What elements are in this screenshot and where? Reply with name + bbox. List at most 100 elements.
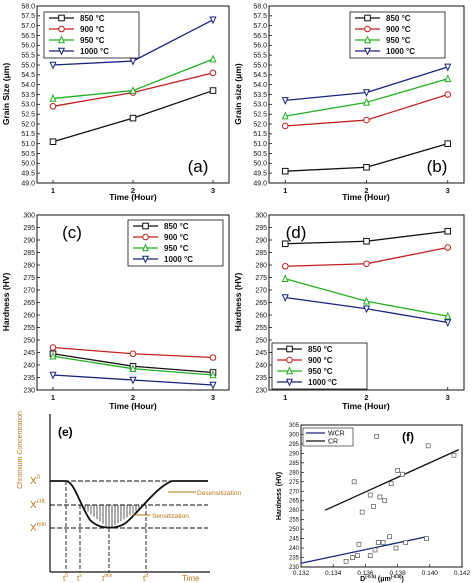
data-point [129, 86, 137, 94]
legend-swatch-marker [141, 243, 150, 252]
legend-label: 950 °C [386, 36, 411, 45]
y-tick-label: 55.5 [21, 52, 35, 59]
y-tick-label: 285 [23, 250, 35, 257]
y-tick-label: 54.0 [253, 82, 267, 89]
panel-d: 230 235 240 245 250 255 260 265 270 275 280 285 290 2… [233, 212, 465, 411]
data-point [281, 294, 289, 302]
panel-d-grid-ticks: 230 235 240 245 250 255 260 265 270 275 280 285 290 2… [255, 212, 450, 402]
y-tick-label: 290 [289, 451, 300, 457]
desensitization-label: Desensitization [197, 490, 241, 497]
y-tick-label: 240 [23, 362, 35, 369]
x0-label: X0 [30, 475, 41, 487]
data-point [362, 296, 371, 305]
legend-label: 950 °C [80, 36, 105, 45]
panel-d-ylabel: Hardness (HV) [233, 273, 243, 332]
y-tick-label: 230 [23, 387, 35, 394]
y-tick-label: 50.0 [253, 161, 267, 168]
data-point [209, 354, 217, 361]
y-tick-label: 53.0 [21, 102, 35, 109]
legend-label: 1000 °C [386, 47, 415, 56]
data-point [209, 16, 217, 25]
scatter-point [424, 536, 429, 541]
y-tick-label: 300 [23, 212, 35, 219]
panel-f: 230 235 240 245 250 255 260 265 270 275 280 285 290 2… [276, 423, 471, 583]
panel-b-legend: 850 °C 900 °C 950 °C 1000 °C [349, 11, 446, 59]
y-tick-label: 55.0 [253, 62, 267, 69]
legend-label: 1000 °C [80, 47, 109, 56]
data-point [444, 91, 452, 98]
sensitization-label: Sensitization [152, 513, 189, 520]
x-tick-label: 2 [364, 393, 368, 402]
y-tick-label: 290 [255, 237, 267, 244]
x-tick-label: 0.134 [325, 570, 342, 577]
x-tick-label: 3 [211, 186, 215, 195]
data-point [209, 381, 217, 390]
data-point [363, 163, 370, 171]
y-tick-label: 275 [255, 275, 267, 282]
y-tick-label: 53.5 [21, 92, 35, 99]
panel-f-series [300, 434, 460, 564]
scatter-point [356, 541, 362, 547]
data-point [281, 111, 289, 120]
scatter-point [382, 498, 388, 504]
x-tick-label: 1 [283, 393, 287, 402]
data-point [209, 87, 217, 94]
sensitization-hatch [81, 505, 146, 529]
data-point [444, 63, 452, 72]
panel-b-ylabel: Grain size (μm) [233, 63, 243, 125]
x-tick-label: 3 [446, 393, 450, 402]
panel-c: 230 235 240 245 250 255 260 265 270 275 280 285 290 2… [1, 212, 230, 411]
y-tick-label: 280 [23, 262, 35, 269]
panel-b: 49.0 49.5 50.0 50.5 51.0 51.5 52.0 52.5 53.0 53.5… [233, 3, 465, 202]
y-tick-label: 255 [289, 518, 300, 524]
y-tick-label: 235 [255, 375, 267, 382]
legend-swatch-marker [285, 366, 294, 375]
y-tick-label: 300 [255, 212, 267, 219]
y-tick-label: 270 [289, 489, 300, 495]
legend-swatch-marker [57, 35, 66, 44]
scatter-point [375, 540, 381, 545]
y-tick-label: 265 [289, 499, 300, 505]
y-tick-label: 245 [23, 350, 35, 357]
data-point [129, 350, 137, 358]
panel-a-label: (a) [188, 157, 209, 176]
y-tick-label: 57.0 [253, 23, 267, 30]
y-tick-label: 52.0 [253, 121, 267, 128]
x-tick-label: 1 [51, 186, 55, 195]
xmin-label: Xmin [30, 522, 46, 534]
y-tick-label: 58.0 [253, 3, 267, 10]
scatter-point [355, 553, 360, 558]
panel-a-ylabel: Grain Size (μm) [1, 63, 11, 126]
legend-swatch-marker [364, 25, 371, 33]
legend-label: WCR [328, 431, 345, 438]
data-point [281, 167, 289, 175]
scatter-point [377, 494, 383, 500]
data-point [129, 364, 137, 373]
data-point [362, 97, 371, 106]
y-tick-label: 51.5 [253, 131, 267, 138]
data-point [362, 89, 371, 98]
legend-swatch-marker [141, 255, 150, 264]
legend-label: 1000 °C [164, 255, 193, 264]
x-tick-label: 1 [283, 186, 287, 195]
panel-f-label: (f) [402, 430, 414, 444]
y-tick-label: 265 [255, 300, 267, 307]
panel-b-series [281, 63, 452, 175]
y-tick-label: 295 [289, 442, 300, 448]
data-point [49, 61, 57, 70]
legend-label: 900 °C [386, 25, 411, 34]
y-tick-label: 290 [23, 237, 35, 244]
legend-label: 950 °C [164, 244, 189, 253]
ts-label: ts [77, 573, 82, 583]
x-tick-label: 0.140 [422, 570, 439, 577]
legend-swatch-marker [58, 25, 65, 33]
data-point [444, 311, 452, 320]
y-tick-label: 54.5 [21, 72, 35, 79]
y-tick-label: 52.0 [21, 121, 35, 128]
x-tick-label: 1 [51, 393, 55, 402]
y-tick-label: 56.0 [21, 43, 35, 50]
legend-label: 900 °C [164, 233, 189, 242]
y-tick-label: 295 [23, 225, 35, 232]
panel-a-xlabel: Time (Hour) [109, 192, 157, 202]
y-tick-label: 57.5 [21, 13, 35, 20]
